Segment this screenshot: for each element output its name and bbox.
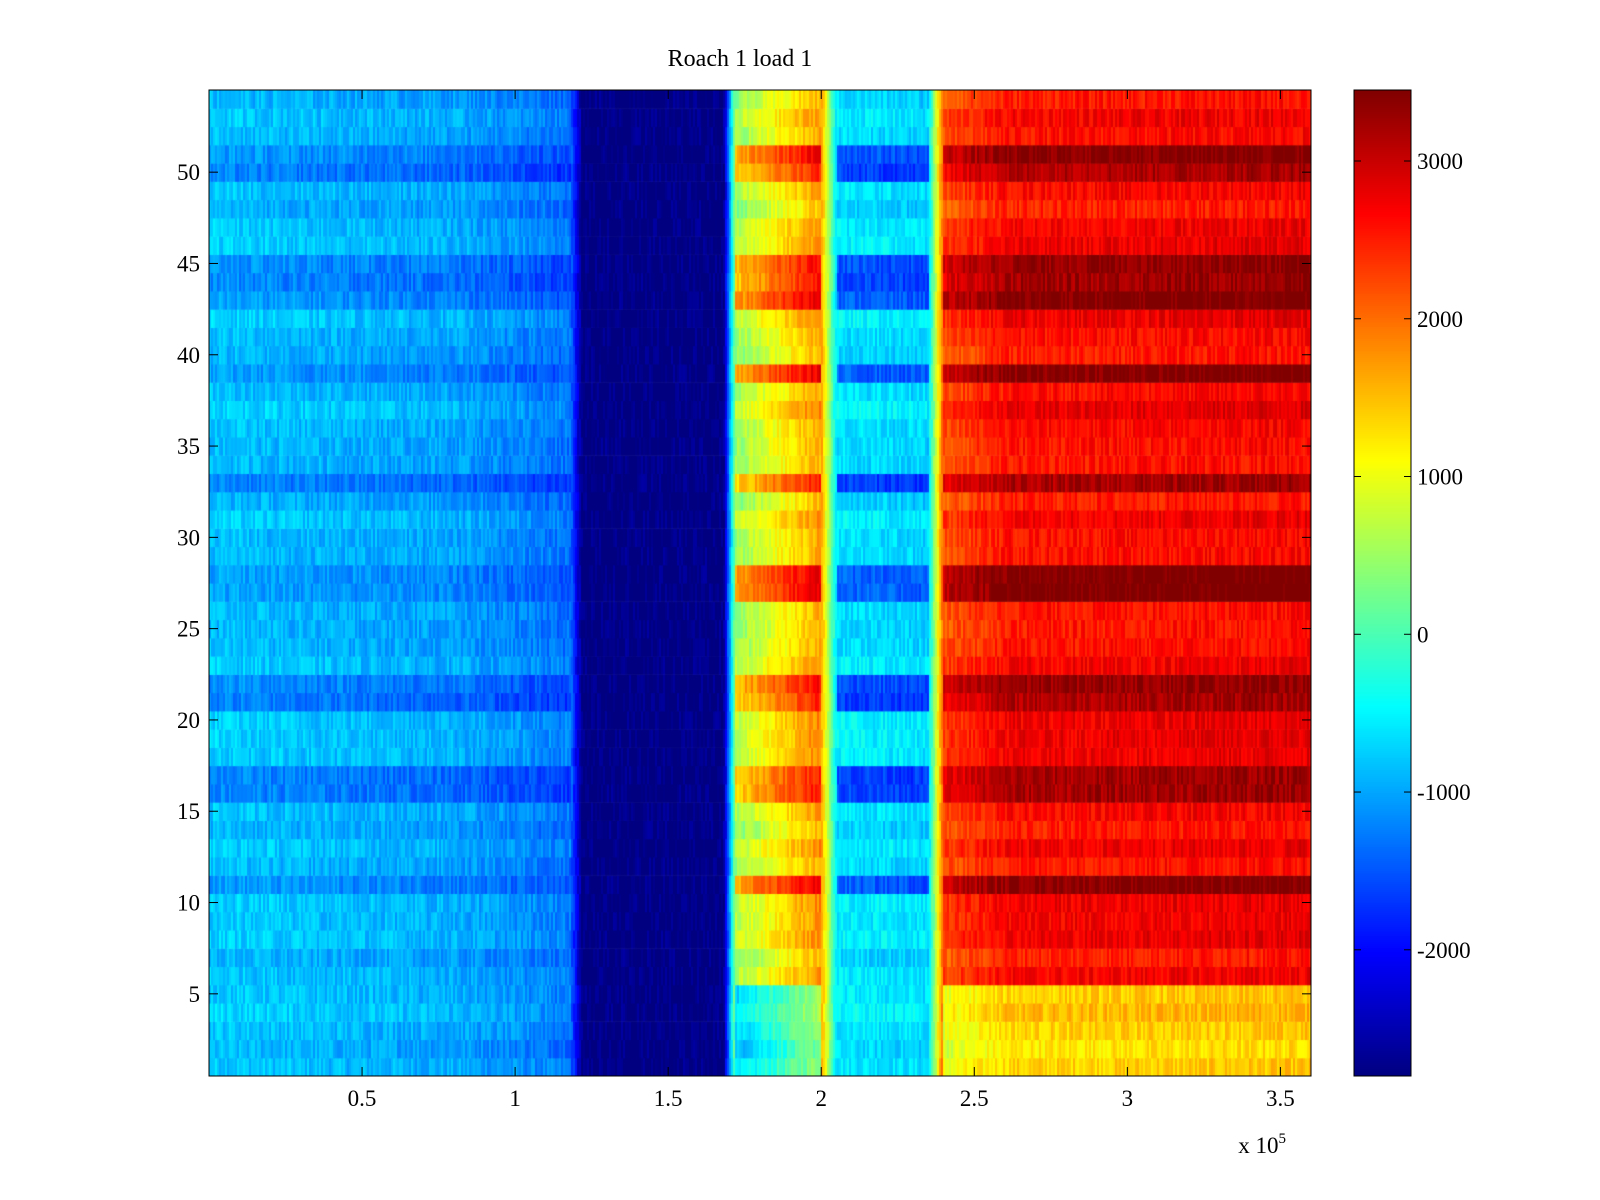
x-tick-label: 2 xyxy=(815,1086,827,1111)
x-tick-label: 3.5 xyxy=(1266,1086,1295,1111)
y-tick-label: 40 xyxy=(177,343,200,368)
colorbar-tick-label: 0 xyxy=(1417,622,1429,647)
y-tick-label: 50 xyxy=(177,160,200,185)
colorbar-tick-label: 1000 xyxy=(1417,465,1463,490)
y-tick-label: 15 xyxy=(177,799,200,824)
x-tick-label: 0.5 xyxy=(348,1086,377,1111)
heatmap-cells xyxy=(209,90,1311,1076)
colorbar-tick-label: -2000 xyxy=(1417,938,1471,963)
y-tick-label: 5 xyxy=(189,982,201,1007)
x-axis-multiplier: x 105 xyxy=(1238,1131,1286,1158)
y-tick-label: 45 xyxy=(177,251,200,276)
colorbar-tick-label: -1000 xyxy=(1417,780,1471,805)
chart-title: Roach 1 load 1 xyxy=(668,46,813,72)
colorbar-tick-label: 3000 xyxy=(1417,149,1463,174)
y-tick-label: 10 xyxy=(177,891,200,916)
colorbar-gradient xyxy=(1354,90,1411,1076)
y-tick-label: 30 xyxy=(177,525,200,550)
y-tick-label: 35 xyxy=(177,434,200,459)
y-tick-label: 25 xyxy=(177,617,200,642)
plot-frame xyxy=(208,89,1312,1077)
y-axis: 5 10 15 20 25 30 35 40 45 50 xyxy=(177,160,1311,1007)
x-tick-label: 3 xyxy=(1122,1086,1134,1111)
colorbar-frame xyxy=(1353,89,1412,1077)
x-tick-label: 1 xyxy=(509,1086,521,1111)
y-tick-label: 20 xyxy=(177,708,200,733)
colorbar-ticks: -2000 -1000 0 1000 2000 3000 xyxy=(1354,149,1471,963)
x-tick-label: 2.5 xyxy=(960,1086,989,1111)
colorbar: -2000 -1000 0 1000 2000 3000 xyxy=(1353,89,1471,1077)
heatmap-plot-area xyxy=(208,89,1312,1077)
x-tick-label: 1.5 xyxy=(654,1086,683,1111)
colorbar-tick-label: 2000 xyxy=(1417,307,1463,332)
x-axis: 0.5 1 1.5 2 2.5 3 3.5 xyxy=(348,90,1295,1111)
